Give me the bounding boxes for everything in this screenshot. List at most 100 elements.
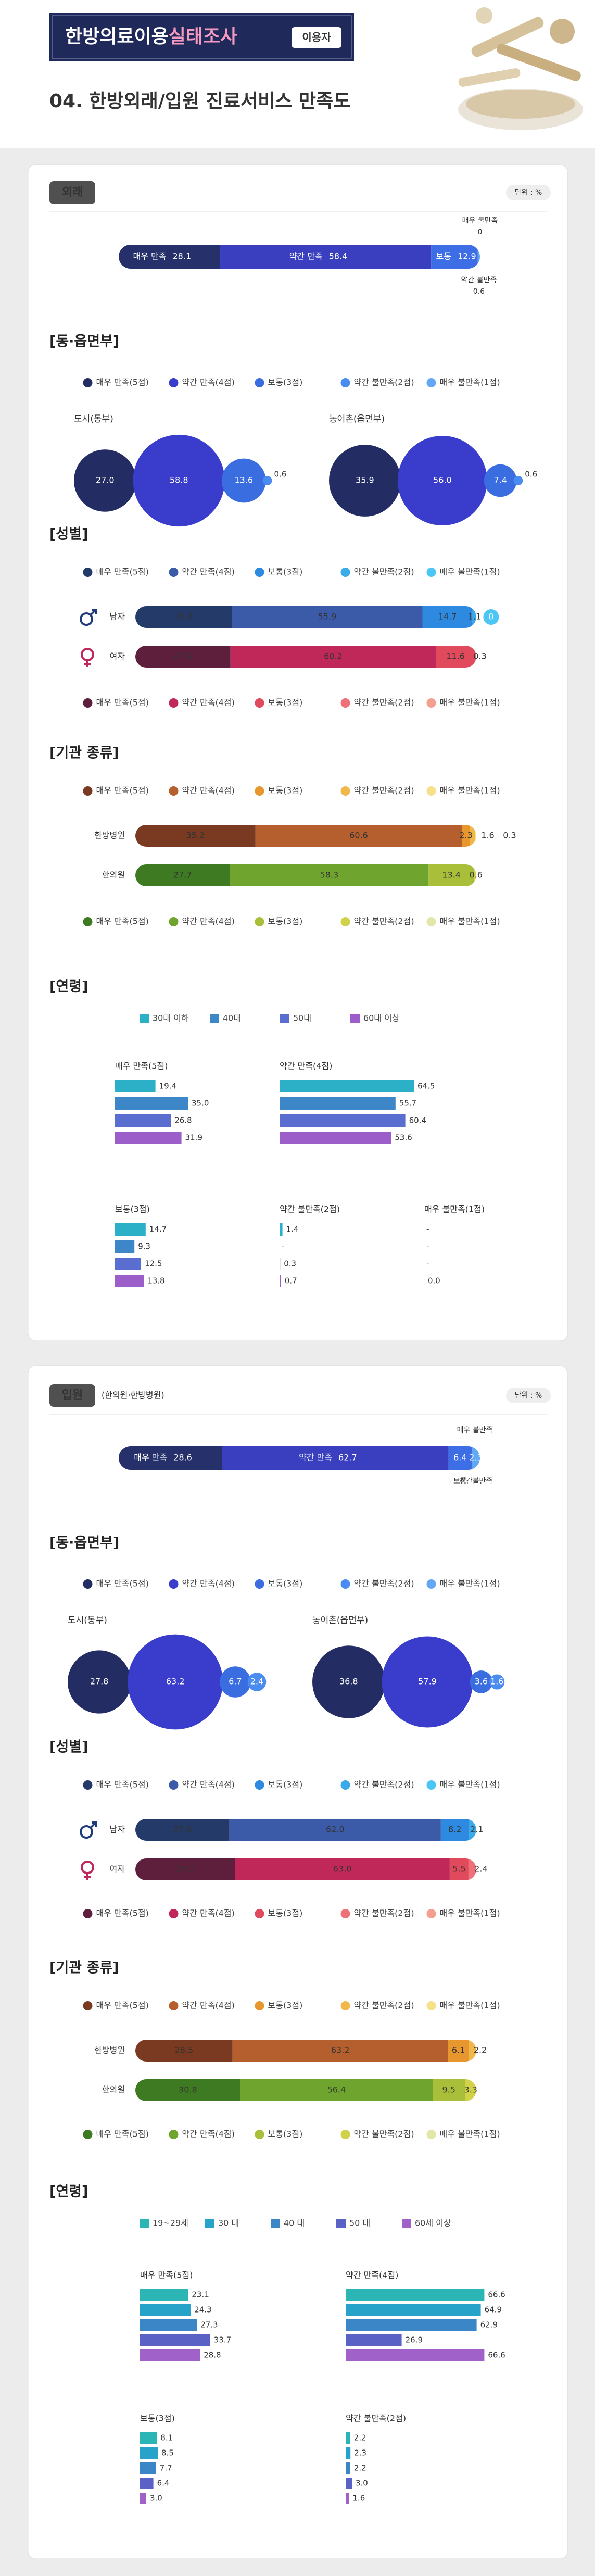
group-title: 매우 불만족(1점) bbox=[424, 1204, 485, 1214]
segmented-bar bbox=[135, 646, 476, 668]
section-title: [기관 종류] bbox=[49, 1960, 119, 1976]
bar bbox=[280, 1132, 391, 1144]
bar-label: 0.7 bbox=[285, 1276, 297, 1286]
group-title: 보통(3점) bbox=[115, 1204, 150, 1214]
legend-label: 60대 이상 bbox=[363, 1013, 400, 1023]
legend-swatch bbox=[350, 1014, 360, 1023]
bubble-label: 27.0 bbox=[96, 475, 115, 485]
segment-name: 매우 만족 bbox=[134, 1453, 167, 1463]
bar-label: 60.4 bbox=[409, 1116, 426, 1125]
segmented-bar bbox=[135, 606, 476, 628]
segment-name: 약간불만족 bbox=[459, 1477, 493, 1486]
legend-label: 약간 불만족(2점) bbox=[354, 1780, 414, 1790]
section-title: [성별] bbox=[49, 526, 88, 543]
stacked-bar bbox=[119, 245, 480, 269]
bar-label: 8.1 bbox=[160, 2433, 173, 2443]
legend-swatch bbox=[340, 917, 350, 926]
row-label: 여자 bbox=[110, 651, 125, 661]
male-icon bbox=[90, 609, 97, 616]
legend-label: 19~29세 bbox=[153, 2218, 188, 2228]
legend-label: 약간 만족(4점) bbox=[182, 2129, 235, 2139]
legend-label: 매우 만족(5점) bbox=[96, 786, 149, 796]
bar bbox=[140, 2432, 157, 2444]
legend-swatch bbox=[169, 2130, 179, 2139]
legend-label: 40 대 bbox=[284, 2218, 305, 2228]
male-icon bbox=[80, 612, 93, 626]
panel-note: (한의원·한방병원) bbox=[102, 1390, 164, 1400]
legend-swatch bbox=[83, 378, 93, 387]
subtitle: 04. 한방외래/입원 진료서비스 만족도 bbox=[49, 91, 350, 112]
group-title: 약간 불만족(2점) bbox=[280, 1204, 340, 1214]
bar-label: 66.6 bbox=[488, 2351, 505, 2360]
bar-label: - bbox=[426, 1259, 429, 1268]
bubble bbox=[133, 434, 225, 527]
header-title: 한방의료이용실태조사 bbox=[65, 26, 237, 47]
legend-swatch bbox=[255, 786, 264, 796]
bar-segment bbox=[472, 606, 476, 628]
bubble bbox=[397, 435, 487, 526]
bar-label: 14.7 bbox=[149, 1225, 167, 1234]
segment-value: 2.3 bbox=[459, 831, 472, 840]
bubble-label: 0.6 bbox=[274, 470, 287, 479]
segment-name: 매우 불만족 bbox=[462, 217, 498, 225]
bar-label: 26.8 bbox=[174, 1116, 192, 1125]
row-label: 남자 bbox=[110, 612, 125, 622]
segmented-bar bbox=[135, 2079, 476, 2101]
legend-label: 약간 불만족(2점) bbox=[354, 786, 414, 796]
segment-value: 28.6 bbox=[173, 1453, 192, 1463]
bar-label: 55.7 bbox=[399, 1099, 416, 1108]
bubble-label: 13.6 bbox=[234, 475, 253, 485]
segment-value: 28.3 bbox=[174, 612, 193, 622]
legend-label: 보통(3점) bbox=[268, 786, 303, 796]
bubble-label: 63.2 bbox=[166, 1677, 185, 1687]
title-banner-border bbox=[52, 15, 352, 59]
category-label: 농어촌(읍면부) bbox=[312, 1615, 368, 1626]
legend-label: 매우 만족(5점) bbox=[96, 916, 149, 926]
segment-value: 30.8 bbox=[179, 2085, 197, 2095]
bar-segment bbox=[135, 2079, 240, 2101]
segment-value: 1.6 bbox=[481, 831, 494, 840]
segment-value: 6.1 bbox=[452, 2045, 465, 2055]
legend-swatch bbox=[340, 568, 350, 577]
bar-segment bbox=[436, 646, 476, 668]
bar bbox=[346, 2447, 351, 2459]
legend-swatch bbox=[83, 917, 93, 926]
segmented-bar bbox=[135, 864, 476, 886]
legend-label: 약간 불만족(2점) bbox=[354, 1908, 414, 1918]
bubble-label: 0.6 bbox=[525, 470, 537, 479]
bar-segment bbox=[433, 2079, 465, 2101]
legend-swatch bbox=[255, 698, 264, 708]
bar bbox=[140, 2349, 200, 2361]
group-title: 매우 만족(5점) bbox=[115, 1061, 168, 1071]
legend-label: 약간 만족(4점) bbox=[182, 786, 235, 796]
segment-value: 2.2 bbox=[474, 2045, 487, 2055]
bar bbox=[346, 2334, 402, 2346]
bar-label: - bbox=[426, 1225, 429, 1234]
group-title: 보통(3점) bbox=[140, 2414, 175, 2423]
bar-segment bbox=[222, 1446, 449, 1470]
bar-label: 0.3 bbox=[284, 1259, 296, 1268]
segmented-bar bbox=[135, 2040, 476, 2062]
bubble-label: 3.6 bbox=[475, 1677, 488, 1687]
legend-label: 매우 불만족(1점) bbox=[440, 378, 500, 387]
bar-label: 23.1 bbox=[192, 2290, 209, 2299]
legend-label: 매우 불만족(1점) bbox=[440, 1579, 500, 1589]
category-label: 도시(동부) bbox=[74, 414, 113, 424]
legend-swatch bbox=[340, 2130, 350, 2139]
bar-label: 53.6 bbox=[395, 1133, 412, 1142]
legend-swatch bbox=[169, 1579, 179, 1589]
panel-tag-box bbox=[49, 1384, 95, 1407]
bar-segment bbox=[230, 646, 436, 668]
legend-swatch bbox=[83, 2001, 93, 2010]
bubble-label: 27.8 bbox=[90, 1677, 109, 1687]
bubble-label: 6.7 bbox=[229, 1677, 242, 1687]
legend-label: 보통(3점) bbox=[268, 2129, 303, 2139]
legend-swatch bbox=[169, 1909, 179, 1918]
legend-label: 매우 만족(5점) bbox=[96, 567, 149, 577]
bar-segment bbox=[135, 864, 230, 886]
section-title: [연령] bbox=[49, 979, 88, 995]
segmented-bar bbox=[135, 825, 476, 847]
bar bbox=[115, 1080, 156, 1092]
bar-segment bbox=[135, 646, 231, 668]
legend-label: 매우 불만족(1점) bbox=[440, 916, 500, 926]
